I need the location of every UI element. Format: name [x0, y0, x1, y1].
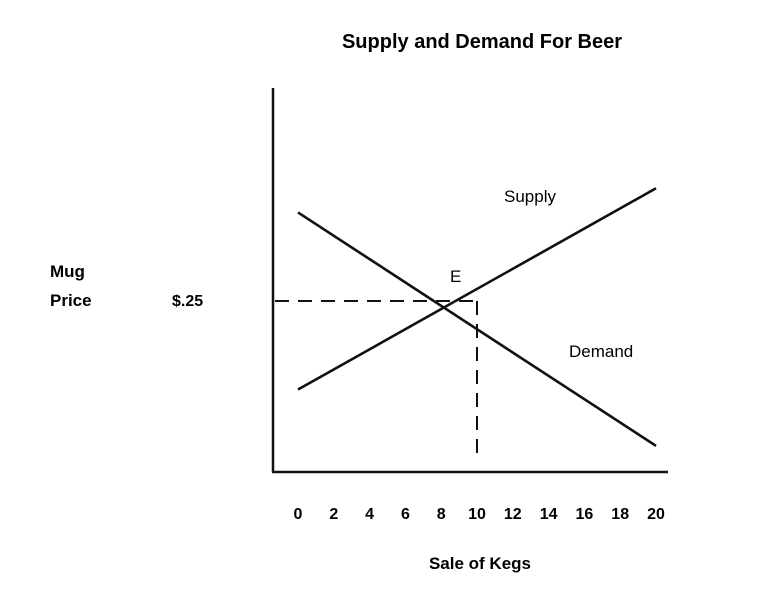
x-tick-label: 14 [540, 506, 558, 523]
demand-curve-label: Demand [569, 342, 633, 361]
equilibrium-label: E [450, 267, 461, 286]
x-tick-label: 4 [365, 506, 374, 523]
x-tick-label: 8 [437, 506, 446, 523]
x-tick-label: 10 [468, 506, 486, 523]
x-tick-label: 2 [329, 506, 338, 523]
y-axis-label-line-2: Price [50, 291, 92, 310]
x-tick-label: 20 [647, 506, 665, 523]
x-axis-label: Sale of Kegs [429, 554, 531, 573]
y-axis-label-line-1: Mug [50, 262, 85, 281]
x-tick-label: 0 [294, 506, 303, 523]
chart-title: Supply and Demand For Beer [342, 31, 622, 53]
x-tick-label: 18 [611, 506, 629, 523]
supply-curve [297, 187, 657, 391]
x-tick-label: 6 [401, 506, 410, 523]
demand-curve [297, 211, 657, 447]
y-tick-label-price: $.25 [172, 293, 203, 310]
supply-curve-label: Supply [504, 187, 556, 206]
x-tick-labels: 0 2 4 6 8 10 12 14 16 18 20 [294, 506, 665, 523]
x-tick-label: 16 [576, 506, 594, 523]
x-tick-label: 12 [504, 506, 522, 523]
